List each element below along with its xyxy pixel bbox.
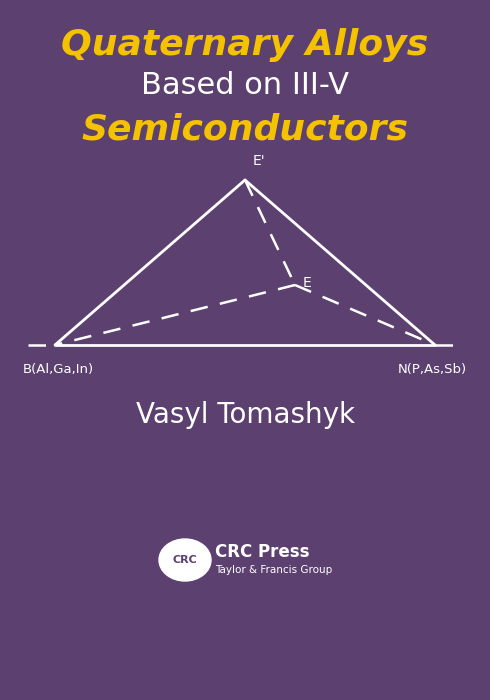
- Text: Semiconductors: Semiconductors: [81, 113, 409, 147]
- Text: CRC: CRC: [172, 555, 197, 565]
- Text: CRC Press: CRC Press: [215, 543, 310, 561]
- Text: Based on III-V: Based on III-V: [141, 71, 349, 99]
- Text: B(Al,Ga,In): B(Al,Ga,In): [23, 363, 94, 376]
- Ellipse shape: [159, 539, 211, 581]
- Text: E': E': [253, 154, 266, 168]
- Text: N(P,As,Sb): N(P,As,Sb): [398, 363, 467, 376]
- Text: Taylor & Francis Group: Taylor & Francis Group: [215, 565, 332, 575]
- Text: Quaternary Alloys: Quaternary Alloys: [61, 28, 429, 62]
- Text: Vasyl Tomashyk: Vasyl Tomashyk: [136, 401, 354, 429]
- Text: E: E: [303, 276, 312, 290]
